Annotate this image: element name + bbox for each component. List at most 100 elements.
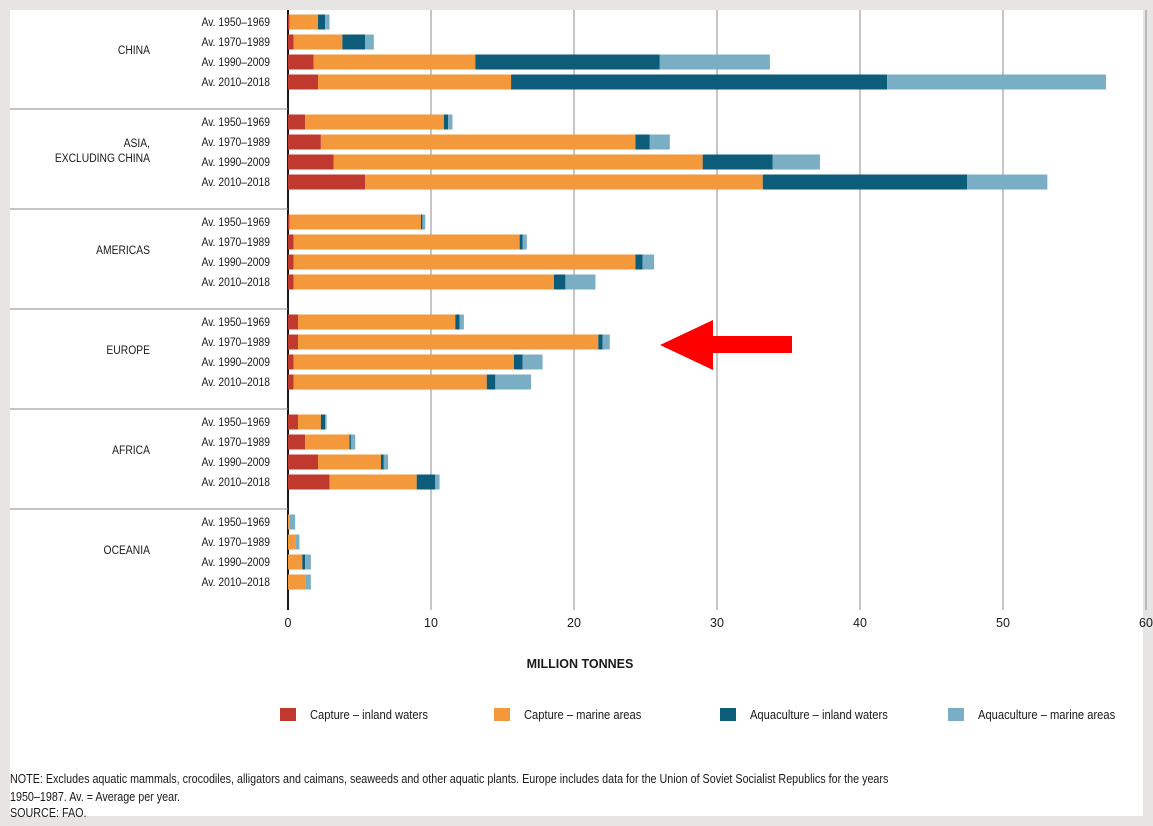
- red-arrow-annotation: [660, 320, 792, 370]
- category-label: Av. 1970–1989: [202, 436, 270, 449]
- gridlines: [10, 10, 1147, 610]
- bar-segment: [288, 74, 319, 90]
- group-labels: CHINA ASIA, EXCLUDING CHINA AMERICAS EUROPE A…: [55, 44, 151, 557]
- bar-segment: [288, 414, 299, 430]
- bar-segment: [522, 354, 543, 370]
- bar-segment: [329, 474, 417, 490]
- bar-segment: [772, 154, 820, 170]
- bar-segment: [459, 314, 464, 330]
- bar-segment: [288, 354, 294, 370]
- bar-segment: [511, 74, 888, 90]
- bar-segment: [967, 174, 1048, 190]
- bar-segment: [635, 134, 650, 150]
- x-tick-label: 30: [710, 616, 724, 630]
- bar-segment: [305, 434, 350, 450]
- category-label: Av. 1950–1969: [202, 216, 270, 229]
- bar-segment: [642, 254, 655, 270]
- category-label: Av. 1990–2009: [202, 56, 270, 69]
- bar-segment: [887, 74, 1106, 90]
- group-label: CHINA: [118, 44, 151, 57]
- bar-segment: [380, 454, 384, 470]
- category-label: Av. 1990–2009: [202, 256, 270, 269]
- category-label: Av. 1950–1969: [202, 516, 270, 529]
- bar-segment: [293, 274, 554, 290]
- bar-segment: [553, 274, 566, 290]
- category-label: Av. 2010–2018: [202, 476, 270, 489]
- bar-segment: [305, 114, 444, 130]
- category-label: Av. 2010–2018: [202, 376, 270, 389]
- bar-segment: [365, 34, 374, 50]
- bar-segment: [298, 314, 456, 330]
- bar-segment: [288, 274, 294, 290]
- bar-segment: [475, 54, 660, 70]
- bar-segment: [325, 14, 330, 30]
- category-label: Av. 1950–1969: [202, 116, 270, 129]
- bar-segment: [288, 514, 290, 530]
- arrow-shape: [660, 320, 792, 370]
- bar-segment: [288, 454, 319, 470]
- category-label: Av. 2010–2018: [202, 176, 270, 189]
- bar-segment: [295, 534, 300, 550]
- bar-segment: [293, 374, 487, 390]
- bar-segment: [565, 274, 596, 290]
- bar-segment: [318, 74, 512, 90]
- category-label: Av. 1990–2009: [202, 356, 270, 369]
- x-tick-label: 40: [853, 616, 867, 630]
- legend-label: Aquaculture – marine areas: [978, 707, 1115, 722]
- category-label: Av. 1990–2009: [202, 556, 270, 569]
- x-tick-label: 50: [996, 616, 1010, 630]
- category-label: Av. 2010–2018: [202, 76, 270, 89]
- bar-segment: [288, 54, 314, 70]
- category-label: Av. 1970–1989: [202, 336, 270, 349]
- bar-segment: [333, 154, 703, 170]
- bar-segment: [422, 214, 426, 230]
- x-tick-label: 20: [567, 616, 581, 630]
- group-label: OCEANIA: [104, 544, 151, 557]
- legend-label: Capture – marine areas: [524, 707, 641, 722]
- bar-segment: [342, 34, 366, 50]
- bar-segment: [325, 414, 327, 430]
- category-label: Av. 1970–1989: [202, 536, 270, 549]
- category-label: Av. 2010–2018: [202, 576, 270, 589]
- x-tick-label: 60: [1139, 616, 1153, 630]
- bar-segment: [288, 314, 299, 330]
- bar-segment: [455, 314, 460, 330]
- bar-segment: [320, 414, 326, 430]
- bar-segment: [435, 474, 440, 490]
- bar-segment: [298, 334, 599, 350]
- bar-segment: [293, 34, 343, 50]
- x-tick-label: 10: [424, 616, 438, 630]
- bar-segment: [420, 214, 423, 230]
- bar-segment: [288, 34, 294, 50]
- bar-segment: [365, 174, 763, 190]
- bar-segment: [598, 334, 603, 350]
- bar-segment: [288, 374, 294, 390]
- group-label: EUROPE: [106, 344, 150, 357]
- bar-segment: [305, 574, 311, 590]
- bar-segment: [649, 134, 670, 150]
- group-label: AFRICA: [112, 444, 150, 457]
- bar-segment: [298, 414, 321, 430]
- category-label: Av. 1990–2009: [202, 456, 270, 469]
- category-labels: Av. 1950–1969 Av. 1970–1989 Av. 1990–2009 A…: [202, 16, 270, 589]
- bar-segment: [762, 174, 968, 190]
- bar-segment: [602, 334, 610, 350]
- category-label: Av. 1990–2009: [202, 156, 270, 169]
- legend-swatch: [280, 708, 296, 721]
- legend-label: Aquaculture – inland waters: [750, 707, 888, 722]
- bar-segment: [313, 54, 476, 70]
- legend-swatch: [948, 708, 964, 721]
- bar-segment: [289, 214, 421, 230]
- bar-segment: [318, 454, 381, 470]
- group-label: ASIA, EXCLUDING CHINA: [55, 137, 151, 165]
- category-label: Av. 1970–1989: [202, 136, 270, 149]
- bar-segment: [519, 234, 523, 250]
- bar-segment: [416, 474, 436, 490]
- bar-segment: [448, 114, 453, 130]
- bar-segment: [513, 354, 523, 370]
- bar-segment: [522, 234, 527, 250]
- legend-swatch: [720, 708, 736, 721]
- bar-segment: [288, 254, 294, 270]
